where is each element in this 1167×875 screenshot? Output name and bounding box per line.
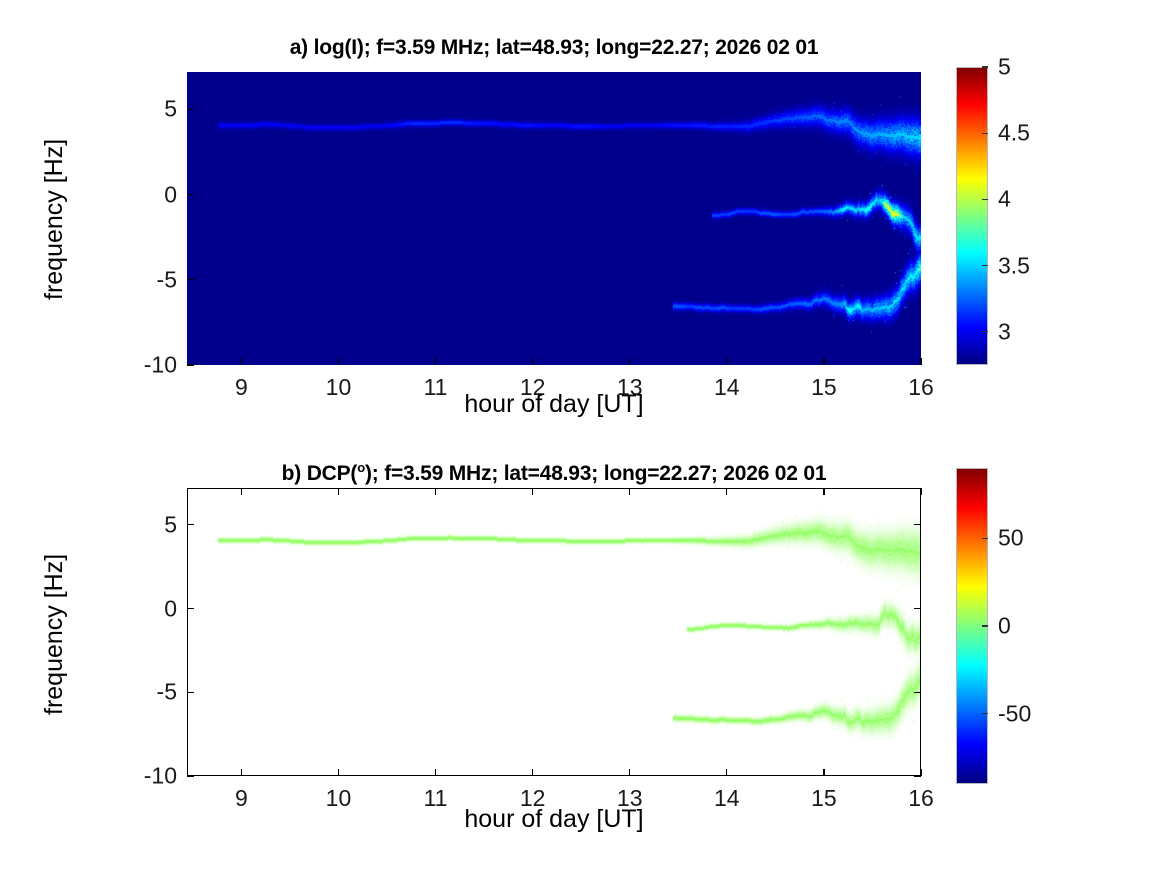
ytick-mark — [187, 607, 194, 610]
xtick-label: 16 — [908, 374, 934, 400]
xtick-mark — [337, 769, 340, 776]
ytick-label: -10 — [143, 762, 177, 789]
panel-b-title-tail: ); f=3.59 MHz; lat=48.93; long=22.27; 20… — [364, 462, 827, 485]
xtick-mark — [920, 358, 922, 365]
panel-a-colorbar-canvas — [956, 67, 988, 365]
panel-a-spectrogram-canvas — [187, 72, 921, 365]
ytick-label: 0 — [164, 181, 177, 208]
panel-b-xlabel: hour of day [UT] — [464, 805, 644, 833]
panel-a-xlabel: hour of day [UT] — [464, 390, 644, 418]
xtick-label: 11 — [423, 785, 448, 811]
xtick-label: 14 — [714, 785, 740, 811]
xtick-mark-top — [531, 488, 534, 495]
xtick-label: 14 — [714, 374, 740, 400]
xtick-label: 13 — [616, 374, 643, 400]
colorbar-tick-label: 5 — [998, 53, 1011, 80]
xtick-mark — [240, 769, 243, 776]
panel-b-title: b) DCP(o); f=3.59 MHz; lat=48.93; long=2… — [282, 460, 827, 486]
colorbar-tick-label: 4.5 — [998, 119, 1030, 146]
xtick-mark — [434, 358, 437, 365]
xtick-label: 13 — [616, 785, 643, 811]
xtick-label: 16 — [908, 785, 934, 811]
ytick-mark-right — [914, 607, 921, 610]
xtick-label: 15 — [811, 374, 837, 400]
ytick-mark-right — [914, 691, 921, 693]
colorbar-tick-mark — [982, 331, 988, 333]
colorbar-tick-label: 50 — [998, 524, 1024, 551]
xtick-mark-top — [434, 488, 437, 495]
colorbar-tick-label: 0 — [998, 612, 1011, 639]
ytick-mark — [187, 691, 194, 693]
xtick-mark-top — [337, 488, 340, 495]
colorbar-tick-mark — [982, 198, 988, 201]
xtick-mark — [434, 769, 437, 776]
colorbar-tick-label: 4 — [998, 185, 1011, 212]
colorbar-tick-mark — [982, 625, 988, 627]
ytick-mark — [187, 524, 194, 526]
xtick-label: 10 — [325, 374, 352, 400]
xtick-mark — [531, 769, 534, 776]
ytick-label: 0 — [164, 595, 177, 622]
xtick-label: 12 — [519, 374, 546, 400]
colorbar-tick-mark — [982, 132, 988, 134]
ytick-label: -10 — [143, 351, 177, 378]
xtick-mark-top — [823, 488, 825, 495]
xtick-mark-top — [726, 488, 728, 495]
xtick-label: 15 — [811, 785, 837, 811]
xtick-label: 9 — [234, 374, 248, 400]
colorbar-tick-mark — [982, 537, 988, 539]
panel-b-spectrogram-canvas — [187, 488, 921, 776]
xtick-mark — [726, 358, 728, 365]
xtick-mark — [823, 358, 825, 365]
xtick-mark-top — [629, 488, 631, 495]
panel-a-plot-area — [187, 72, 921, 365]
xtick-label: 10 — [325, 785, 352, 811]
xtick-mark-top — [920, 488, 922, 495]
xtick-mark — [531, 358, 534, 365]
ytick-label: -5 — [156, 678, 177, 705]
colorbar-tick-label: -50 — [998, 700, 1032, 727]
ytick-label: -5 — [156, 266, 177, 293]
colorbar-tick-mark — [982, 713, 988, 715]
ytick-mark-right — [914, 524, 921, 526]
xtick-label: 11 — [423, 374, 448, 400]
ytick-label: 5 — [164, 511, 177, 538]
xtick-label: 9 — [234, 785, 248, 811]
panel-b-ylabel: frequency [Hz] — [40, 553, 68, 715]
xtick-label: 12 — [519, 785, 546, 811]
panel-b-title-degree: o — [357, 460, 365, 475]
ytick-mark — [187, 775, 194, 777]
colorbar-tick-label: 3 — [998, 318, 1011, 345]
ytick-label: 5 — [164, 95, 177, 122]
xtick-mark-top — [240, 488, 243, 495]
panel-a-colorbar — [956, 67, 988, 365]
panel-b-title-main: b) DCP( — [281, 462, 358, 485]
panel-b-plot-area — [187, 488, 921, 776]
panel-a-ylabel: frequency [Hz] — [40, 138, 68, 300]
ytick-mark-right — [914, 775, 921, 777]
colorbar-tick-mark — [982, 66, 988, 68]
xtick-mark — [629, 769, 631, 776]
colorbar-tick-mark — [982, 265, 988, 267]
xtick-mark — [240, 358, 243, 365]
xtick-mark — [823, 769, 825, 776]
colorbar-tick-label: 3.5 — [998, 252, 1030, 279]
ytick-mark — [187, 108, 194, 111]
xtick-mark — [726, 769, 728, 776]
panel-a-title: a) log(I); f=3.59 MHz; lat=48.93; long=2… — [289, 36, 819, 59]
panel-b: b) DCP(o); f=3.59 MHz; lat=48.93; long=2… — [0, 430, 1167, 875]
xtick-mark — [629, 358, 631, 365]
panel-a: a) log(I); f=3.59 MHz; lat=48.93; long=2… — [0, 0, 1167, 430]
ytick-mark — [187, 279, 194, 281]
xtick-mark — [920, 769, 922, 776]
ytick-mark — [187, 364, 194, 366]
xtick-mark — [337, 358, 340, 365]
ytick-mark — [187, 194, 194, 196]
